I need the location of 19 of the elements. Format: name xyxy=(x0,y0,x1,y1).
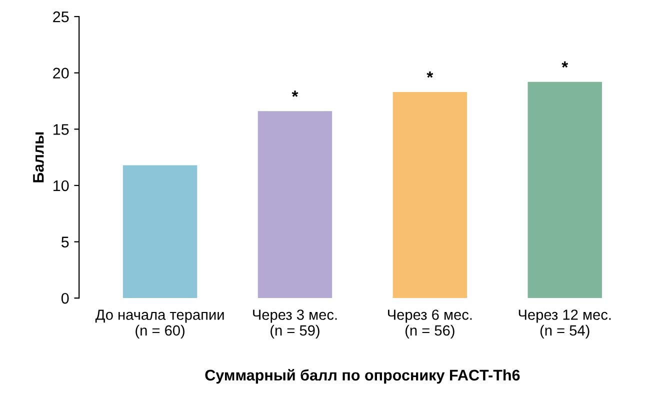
x-tick-label: Через 6 мес. (n = 56) xyxy=(388,310,472,338)
bar xyxy=(528,82,602,298)
annotation: * xyxy=(562,61,568,68)
y-tick-label: 20 xyxy=(53,68,69,79)
x-tick-label: Через 3 мес. (n = 59) xyxy=(253,310,337,338)
x-tick-label: До начала терапии (n = 60) xyxy=(95,310,224,338)
y-tick-label: 15 xyxy=(54,124,69,135)
y-tick-label: 5 xyxy=(61,236,69,248)
bar xyxy=(392,92,468,298)
y-tick-label: 10 xyxy=(54,180,69,192)
bar xyxy=(258,111,332,298)
y-tick-label: 0 xyxy=(61,292,69,304)
bar xyxy=(122,165,198,298)
y-tick-label: 25 xyxy=(53,11,69,22)
annotation: * xyxy=(426,72,434,78)
x-tick-label: Через 12 мес. (n = 54) xyxy=(518,310,611,338)
annotation: * xyxy=(292,90,298,97)
y-axis-title: Баллы xyxy=(33,132,44,182)
x-axis-title: Суммарный балл по опроснику FACT-Th6 xyxy=(205,369,520,384)
